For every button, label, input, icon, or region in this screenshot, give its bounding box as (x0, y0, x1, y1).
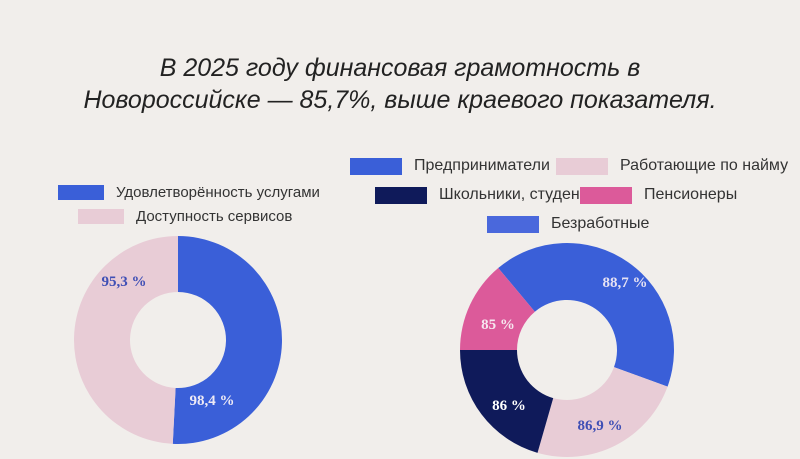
data-label: 88,7 % (603, 275, 648, 291)
legend-item: Предприниматели (350, 157, 550, 175)
data-label: 98,4 % (190, 393, 235, 409)
data-label: 86 % (492, 398, 526, 414)
data-label: 86,9 % (578, 418, 623, 434)
data-label: 85 % (481, 317, 515, 333)
donut-slice (460, 350, 554, 453)
donut-slice (460, 268, 535, 350)
legend-item: Пенсионеры (580, 186, 737, 204)
legend-item: Доступность сервисов (78, 208, 292, 225)
legend-swatch (487, 215, 539, 233)
slide-title: В 2025 году финансовая грамотность в Нов… (83, 54, 717, 114)
donut-slice (537, 367, 668, 458)
legend-item: Работающие по найму (556, 157, 788, 175)
legend-swatch (580, 186, 632, 204)
legend-item: Удовлетворённость услугами (58, 184, 320, 201)
legend-item: Безработные (487, 215, 649, 233)
data-label: 95,3 % (102, 274, 147, 290)
donut-slice (73, 236, 178, 444)
legend-swatch (58, 185, 104, 200)
legend-swatch (375, 186, 427, 204)
legend-swatch (78, 209, 124, 224)
legend-swatch (556, 157, 608, 175)
legend-item: Школьники, студенты (375, 186, 599, 204)
legend-swatch (350, 157, 402, 175)
donut-slice (498, 242, 675, 387)
donut-slice (172, 236, 282, 444)
